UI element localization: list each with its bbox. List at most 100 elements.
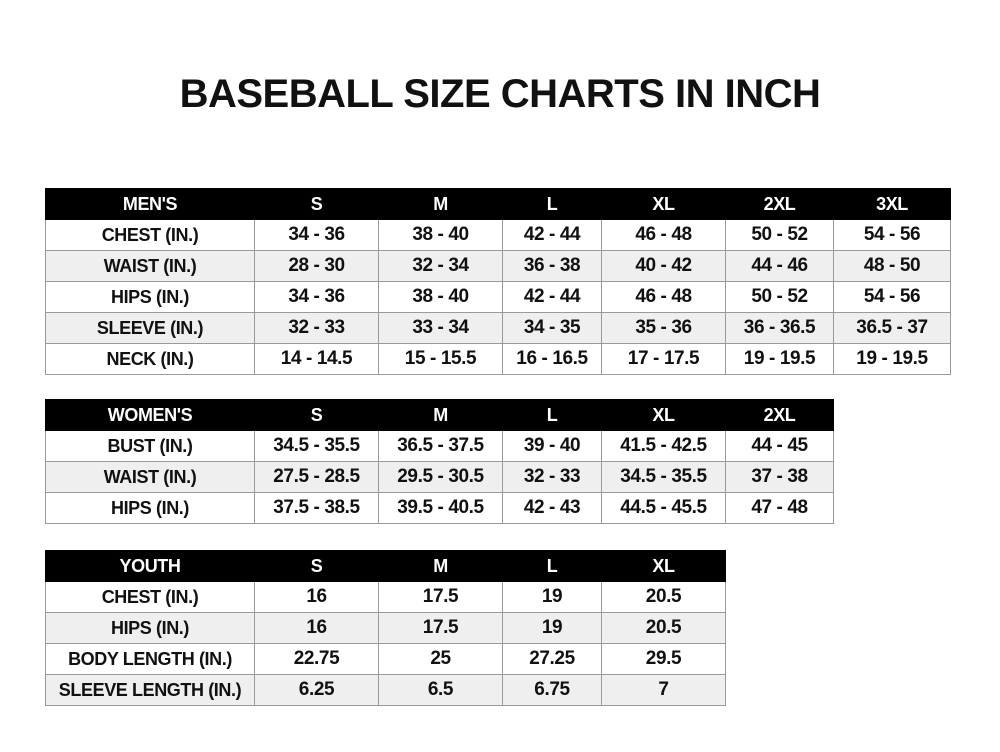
size-value-cell: 37.5 - 38.5 [254,492,379,524]
header-row: YOUTH S M L XL [45,550,726,582]
table-row: HIPS (IN.) 37.5 - 38.5 39.5 - 40.5 42 - 43 4… [45,492,834,524]
size-value-cell: 40 - 42 [601,250,726,282]
header-row: MEN'S S M L XL 2XL 3XL [45,188,951,220]
page-title: BASEBALL SIZE CHARTS IN INCH [179,72,821,116]
measurement-label: WAIST (IN.) [45,461,255,493]
size-value-cell: 39 - 40 [502,430,602,462]
size-value-cell: 46 - 48 [601,281,726,313]
size-value-cell: 29.5 - 30.5 [378,461,503,493]
size-value-cell: 29.5 [601,643,726,675]
measurement-label: CHEST (IN.) [45,219,255,251]
size-value-cell: 16 [254,612,379,644]
size-column-header: 2XL [725,188,834,220]
table-row: SLEEVE (IN.) 32 - 33 33 - 34 34 - 35 35 - 36… [45,312,951,344]
mens-size-table: MEN'S S M L XL 2XL 3XL CHEST (IN.) 34 - 36 38 - 4… [45,188,951,375]
size-value-cell: 54 - 56 [833,281,951,313]
size-value-cell: 34 - 36 [254,219,379,251]
size-value-cell: 41.5 - 42.5 [601,430,726,462]
table-row: WAIST (IN.) 27.5 - 28.5 29.5 - 30.5 32 - 33… [45,461,834,493]
measurement-label: CHEST (IN.) [45,581,255,613]
size-value-cell: 36 - 38 [502,250,602,282]
measurement-label: SLEEVE LENGTH (IN.) [45,674,255,706]
size-column-header: S [254,188,379,220]
size-value-cell: 50 - 52 [725,219,834,251]
size-value-cell: 38 - 40 [378,281,503,313]
size-column-header: XL [601,550,726,582]
size-column-header: M [378,550,503,582]
size-value-cell: 20.5 [601,612,726,644]
measurement-label: HIPS (IN.) [45,492,255,524]
size-value-cell: 32 - 33 [254,312,379,344]
size-value-cell: 17.5 [378,612,503,644]
size-value-cell: 22.75 [254,643,379,675]
table-row: CHEST (IN.) 16 17.5 19 20.5 [45,581,726,613]
table-row: CHEST (IN.) 34 - 36 38 - 40 42 - 44 46 - 48 5… [45,219,951,251]
measurement-label: SLEEVE (IN.) [45,312,255,344]
size-value-cell: 37 - 38 [725,461,834,493]
size-value-cell: 16 - 16.5 [502,343,602,375]
size-value-cell: 15 - 15.5 [378,343,503,375]
size-value-cell: 6.5 [378,674,503,706]
size-value-cell: 36.5 - 37.5 [378,430,503,462]
table-row: HIPS (IN.) 34 - 36 38 - 40 42 - 44 46 - 48 50… [45,281,951,313]
header-row: WOMEN'S S M L XL 2XL [45,399,834,431]
measurement-label: BUST (IN.) [45,430,255,462]
size-value-cell: 34.5 - 35.5 [601,461,726,493]
size-value-cell: 6.75 [502,674,602,706]
size-column-header: S [254,399,379,431]
size-value-cell: 27.25 [502,643,602,675]
womens-size-table: WOMEN'S S M L XL 2XL BUST (IN.) 34.5 - 35.5 36.5… [45,399,834,524]
size-value-cell: 36 - 36.5 [725,312,834,344]
size-value-cell: 32 - 33 [502,461,602,493]
size-value-cell: 47 - 48 [725,492,834,524]
size-value-cell: 39.5 - 40.5 [378,492,503,524]
size-value-cell: 16 [254,581,379,613]
table-row: SLEEVE LENGTH (IN.) 6.25 6.5 6.75 7 [45,674,726,706]
size-column-header: XL [601,188,726,220]
size-column-header: 3XL [833,188,951,220]
size-value-cell: 19 [502,612,602,644]
size-value-cell: 44.5 - 45.5 [601,492,726,524]
table-row: BUST (IN.) 34.5 - 35.5 36.5 - 37.5 39 - 40 4… [45,430,834,462]
table-row: NECK (IN.) 14 - 14.5 15 - 15.5 16 - 16.5 17 … [45,343,951,375]
size-column-header: M [378,188,503,220]
size-value-cell: 19 [502,581,602,613]
size-value-cell: 34 - 36 [254,281,379,313]
size-value-cell: 33 - 34 [378,312,503,344]
size-column-header: XL [601,399,726,431]
table-row: BODY LENGTH (IN.) 22.75 25 27.25 29.5 [45,643,726,675]
size-value-cell: 35 - 36 [601,312,726,344]
table-row: WAIST (IN.) 28 - 30 32 - 34 36 - 38 40 - 42 4… [45,250,951,282]
table-category-header: YOUTH [45,550,255,582]
size-column-header: L [502,399,602,431]
table-category-header: WOMEN'S [45,399,255,431]
size-value-cell: 42 - 44 [502,281,602,313]
measurement-label: HIPS (IN.) [45,612,255,644]
size-value-cell: 42 - 44 [502,219,602,251]
size-value-cell: 38 - 40 [378,219,503,251]
size-value-cell: 17 - 17.5 [601,343,726,375]
youth-size-table: YOUTH S M L XL CHEST (IN.) 16 17.5 19 20.5 HIPS (I… [45,550,726,706]
size-column-header: L [502,188,602,220]
size-column-header: L [502,550,602,582]
size-value-cell: 48 - 50 [833,250,951,282]
size-value-cell: 54 - 56 [833,219,951,251]
size-value-cell: 27.5 - 28.5 [254,461,379,493]
measurement-label: WAIST (IN.) [45,250,255,282]
size-value-cell: 19 - 19.5 [833,343,951,375]
size-value-cell: 7 [601,674,726,706]
measurement-label: BODY LENGTH (IN.) [45,643,255,675]
size-column-header: S [254,550,379,582]
size-value-cell: 19 - 19.5 [725,343,834,375]
size-value-cell: 34.5 - 35.5 [254,430,379,462]
size-value-cell: 36.5 - 37 [833,312,951,344]
size-value-cell: 28 - 30 [254,250,379,282]
size-value-cell: 6.25 [254,674,379,706]
size-value-cell: 46 - 48 [601,219,726,251]
size-column-header: M [378,399,503,431]
size-value-cell: 14 - 14.5 [254,343,379,375]
size-value-cell: 42 - 43 [502,492,602,524]
size-column-header: 2XL [725,399,834,431]
table-row: HIPS (IN.) 16 17.5 19 20.5 [45,612,726,644]
size-value-cell: 32 - 34 [378,250,503,282]
